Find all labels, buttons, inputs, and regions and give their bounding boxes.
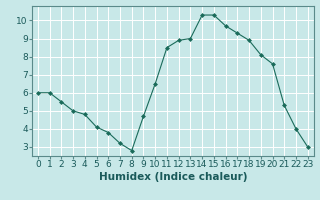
- X-axis label: Humidex (Indice chaleur): Humidex (Indice chaleur): [99, 172, 247, 182]
